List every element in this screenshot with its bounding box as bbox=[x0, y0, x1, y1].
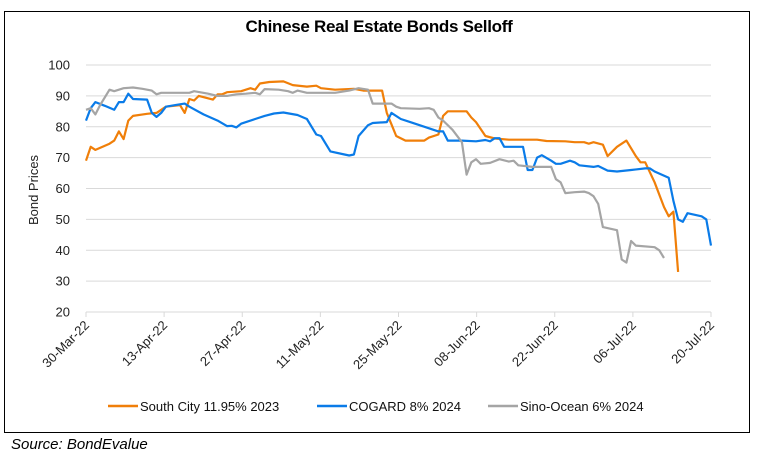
line-chart: 30-Mar-22 13-Apr-22 27-Apr-22 11-May-22 25-M… bbox=[26, 58, 717, 415]
x-tick-label: 08-Jun-22 bbox=[431, 318, 483, 370]
legend-label: South City 11.95% 2023 bbox=[140, 399, 279, 414]
legend: South City 11.95% 2023 COGARD 8% 2024 Sino… bbox=[108, 399, 644, 414]
x-tick-label: 22-Jun-22 bbox=[509, 318, 561, 370]
x-tick-label: 13-Apr-22 bbox=[119, 318, 170, 369]
legend-label: COGARD 8% 2024 bbox=[349, 399, 461, 414]
y-tick-label: 30 bbox=[56, 274, 70, 289]
y-tick-label: 20 bbox=[56, 305, 70, 320]
y-tick-label: 100 bbox=[48, 58, 70, 73]
x-tick-label: 25-May-22 bbox=[350, 318, 405, 373]
series-line-3 bbox=[85, 86, 665, 264]
y-tick-label: 60 bbox=[56, 181, 70, 196]
legend-label: Sino-Ocean 6% 2024 bbox=[520, 399, 644, 414]
x-axis: 30-Mar-22 13-Apr-22 27-Apr-22 11-May-22 25-M… bbox=[39, 311, 717, 373]
y-tick-label: 80 bbox=[56, 119, 70, 134]
series-lines bbox=[84, 80, 713, 272]
source-note: Source: BondEvalue bbox=[11, 436, 148, 453]
chart-title: Chinese Real Estate Bonds Selloff bbox=[245, 17, 513, 36]
y-tick-label: 40 bbox=[56, 243, 70, 258]
y-axis: 100 90 80 70 60 50 40 30 20 bbox=[48, 58, 70, 320]
y-tick-label: 70 bbox=[56, 150, 70, 165]
series-line-1 bbox=[84, 80, 680, 272]
y-axis-label: Bond Prices bbox=[26, 154, 41, 225]
x-tick-label: 27-Apr-22 bbox=[197, 318, 248, 369]
x-tick-label: 20-Jul-22 bbox=[668, 318, 717, 367]
x-tick-label: 11-May-22 bbox=[273, 318, 327, 372]
y-tick-label: 90 bbox=[56, 88, 70, 103]
x-tick-label: 06-Jul-22 bbox=[590, 318, 639, 367]
y-tick-label: 50 bbox=[56, 212, 70, 227]
series-line-2 bbox=[84, 92, 713, 246]
x-tick-label: 30-Mar-22 bbox=[39, 318, 92, 371]
chart-frame bbox=[4, 11, 750, 433]
gridlines bbox=[86, 64, 711, 282]
